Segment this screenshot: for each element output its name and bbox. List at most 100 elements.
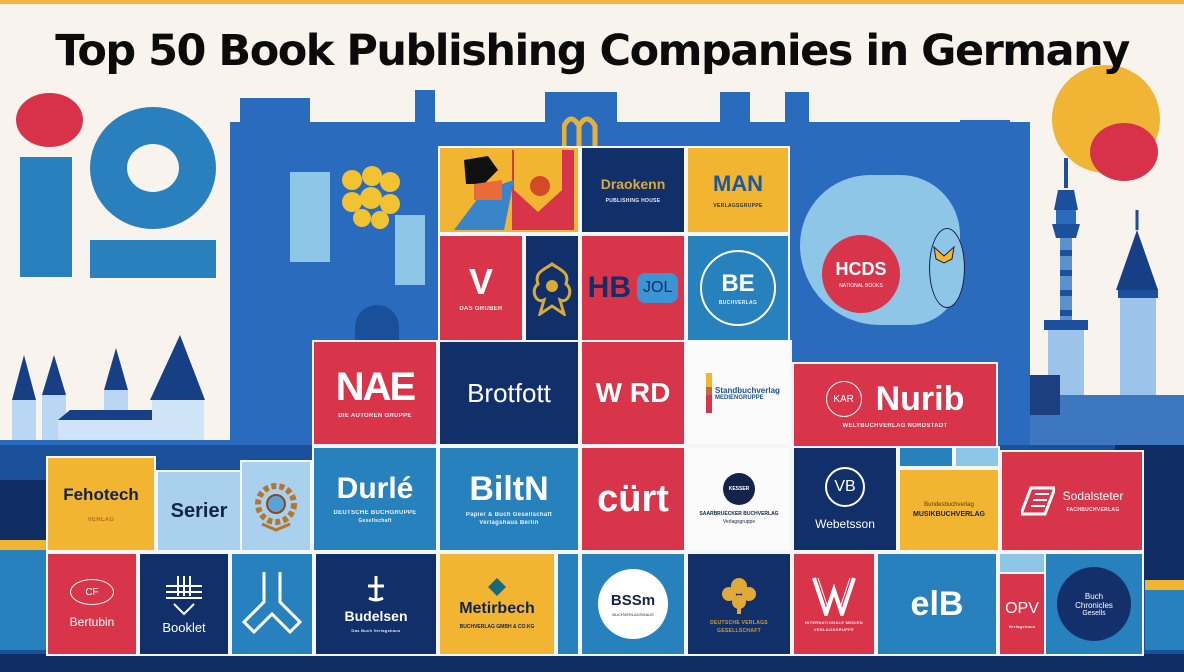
castle-arch bbox=[355, 305, 399, 345]
tile-sodalsteter[interactable]: Sodalsteter FACHBUCHVERLAG bbox=[1000, 450, 1144, 552]
booklet-label: Booklet bbox=[162, 619, 206, 635]
wall-gap bbox=[395, 215, 425, 285]
metirbech-sub: BUCHVERLAG GMBH & CO.KG bbox=[459, 624, 535, 630]
bssm-circle: BSSm BUCHVERLAGSHAUS bbox=[598, 569, 668, 639]
castle-turret bbox=[415, 90, 435, 130]
tile-durle[interactable]: Durlé DEUTSCHE BUCHGRUPPE Gesellschaft bbox=[312, 446, 438, 552]
y-mark-icon bbox=[241, 572, 303, 635]
wall-gap bbox=[290, 172, 330, 262]
hcds-sub: NATIONAL BOOKS bbox=[839, 283, 883, 289]
footer-band bbox=[0, 654, 1184, 672]
jol-badge: JOL bbox=[637, 273, 679, 303]
logo-letter-o bbox=[90, 107, 216, 229]
curt-label: cürt bbox=[597, 478, 669, 520]
gold-chevron-icon bbox=[933, 245, 955, 264]
page-title: Top 50 Book Publishing Companies in Germ… bbox=[55, 26, 1130, 76]
bundes-label: Bundesbuchverlag bbox=[924, 502, 974, 508]
tile-w-weave[interactable]: INTERNATIONALE MEDIEN VERLAGSGRUPPE bbox=[792, 552, 876, 656]
tile-standbuch[interactable]: Standbuchverlag MEDIENGRUPPE bbox=[686, 340, 792, 446]
kesser-sub: SAARBRUECKER BUCHVERLAG bbox=[699, 511, 779, 517]
hcds-logo[interactable]: HCDS NATIONAL BOOKS bbox=[822, 235, 900, 313]
budelsen-label: Budelsen bbox=[344, 607, 408, 624]
tile-bssm[interactable]: BSSm BUCHVERLAGSHAUS bbox=[580, 552, 686, 656]
tile-wrd[interactable]: W RD bbox=[580, 340, 686, 446]
sun-red-icon bbox=[1090, 123, 1158, 181]
man-sub: VERLAGSGRUPPE bbox=[713, 203, 763, 209]
tile-spacer-light2 bbox=[998, 552, 1046, 574]
hill bbox=[0, 480, 48, 545]
man-label: MAN bbox=[712, 171, 764, 196]
tile-eib[interactable]: elB bbox=[876, 552, 998, 656]
shield-outline bbox=[929, 228, 965, 308]
serier-label: Serier bbox=[170, 499, 228, 522]
tile-booklet[interactable]: Booklet bbox=[138, 552, 230, 656]
tile-webetsson[interactable]: VB Webetsson bbox=[792, 446, 898, 552]
tile-spacer-blue bbox=[898, 446, 954, 468]
brotfott-label: Brotfott bbox=[467, 377, 551, 408]
tile-circle-buch[interactable]: Buch Chronicles Gesells bbox=[1044, 552, 1144, 656]
bssm-sub: BUCHVERLAGSHAUS bbox=[612, 611, 654, 617]
logo-letter-i bbox=[20, 157, 72, 277]
tile-fehotech[interactable]: Fehotech VERLAG bbox=[46, 456, 156, 552]
durle-sub: DEUTSCHE BUCHGRUPPE bbox=[333, 510, 417, 516]
tile-illustration[interactable] bbox=[438, 146, 580, 234]
tile-budelsen[interactable]: Budelsen Das Buch Verlagshaus bbox=[314, 552, 438, 656]
be-sub: BUCHVERLAG bbox=[718, 300, 758, 306]
bertubin-label: Bertubin bbox=[69, 615, 115, 629]
kesser-sub2: Verlagsgruppe bbox=[722, 519, 756, 525]
top-accent-bar bbox=[0, 0, 1184, 4]
tile-biltn[interactable]: BiltN Papier & Buch Gesellschaft Verlags… bbox=[438, 446, 580, 552]
circle-buch-line2: Chronicles bbox=[1075, 600, 1113, 610]
gold-crest-sub: DEUTSCHE VERLAGS bbox=[710, 620, 768, 626]
anchor-cross-icon bbox=[368, 575, 384, 601]
hb-label: HB bbox=[587, 271, 631, 304]
tile-be[interactable]: BE BUCHVERLAG bbox=[686, 234, 790, 342]
tile-brotfott[interactable]: Brotfott bbox=[438, 340, 580, 446]
kesser-badge: KESSER bbox=[723, 473, 755, 505]
tile-nurib[interactable]: KAR Nurib WELTBUCHVERLAG NORDSTADT bbox=[792, 362, 998, 448]
tile-y-mark[interactable] bbox=[230, 552, 314, 656]
tile-serier[interactable]: Serier bbox=[156, 470, 240, 552]
budelsen-sub: Das Buch Verlagshaus bbox=[351, 627, 401, 633]
tile-nae[interactable]: NAE DIE AUTOREN GRUPPE bbox=[312, 340, 438, 446]
skyline-left-castle-icon bbox=[0, 335, 250, 460]
v-crest-label: V bbox=[468, 261, 493, 302]
durle-label: Durlé bbox=[336, 472, 414, 505]
tile-curt[interactable]: cürt bbox=[580, 446, 686, 552]
castle-tower-right bbox=[960, 120, 1010, 320]
logo-underline bbox=[90, 240, 216, 278]
tile-bertubin[interactable]: CF Bertubin bbox=[46, 552, 138, 656]
tile-lion-crest[interactable] bbox=[524, 234, 580, 342]
circle-buch-badge: Buch Chronicles Gesells bbox=[1057, 567, 1131, 641]
golden-crest-icon bbox=[722, 578, 756, 614]
tile-man[interactable]: MAN VERLAGSGRUPPE bbox=[686, 146, 790, 234]
opv-label: OPV bbox=[1005, 599, 1039, 617]
be-ring: BE BUCHVERLAG bbox=[700, 250, 776, 326]
nurib-sub: WELTBUCHVERLAG NORDSTADT bbox=[842, 423, 948, 429]
tile-v-crest[interactable]: V DAS GRUBER bbox=[438, 234, 524, 342]
gold-leaf-emblem-icon bbox=[342, 166, 400, 229]
bssm-label: BSSm bbox=[610, 591, 656, 609]
tile-draokenn[interactable]: Draokenn PUBLISHING HOUSE bbox=[580, 146, 686, 234]
draokenn-label: Draokenn bbox=[600, 176, 666, 192]
kar-badge: KAR bbox=[825, 381, 862, 417]
be-label: BE bbox=[721, 270, 755, 297]
tile-spacer-light bbox=[954, 446, 1000, 468]
tile-metirbech[interactable]: Metirbech BUCHVERLAG GMBH & CO.KG bbox=[438, 552, 556, 656]
gold-crest-sub2: GESELLSCHAFT bbox=[717, 628, 761, 634]
blue-block-right bbox=[1145, 590, 1184, 650]
circle-buch-line1: Buch bbox=[1084, 591, 1104, 601]
tile-wreath[interactable] bbox=[240, 460, 312, 552]
bundes-sub: MUSIKBUCHVERLAG bbox=[913, 511, 985, 518]
fehotech-sub: VERLAG bbox=[87, 517, 115, 523]
tile-opv[interactable]: OPV Verlagshaus bbox=[998, 572, 1046, 656]
diamond-knot-icon bbox=[488, 578, 506, 596]
nae-label: NAE bbox=[335, 365, 416, 409]
castle-battlement bbox=[240, 98, 310, 128]
tile-gold-crest[interactable]: DEUTSCHE VERLAGS GESELLSCHAFT bbox=[686, 552, 792, 656]
standbuch-label: Standbuchverlag bbox=[715, 385, 780, 395]
tile-bundes[interactable]: Bundesbuchverlag MUSIKBUCHVERLAG bbox=[898, 468, 1000, 552]
tile-hb[interactable]: HB JOL bbox=[580, 234, 686, 342]
w-weave-sub2: VERLAGSGRUPPE bbox=[813, 627, 855, 632]
tile-kesser[interactable]: KESSER SAARBRUECKER BUCHVERLAG Verlagsgr… bbox=[686, 446, 792, 552]
